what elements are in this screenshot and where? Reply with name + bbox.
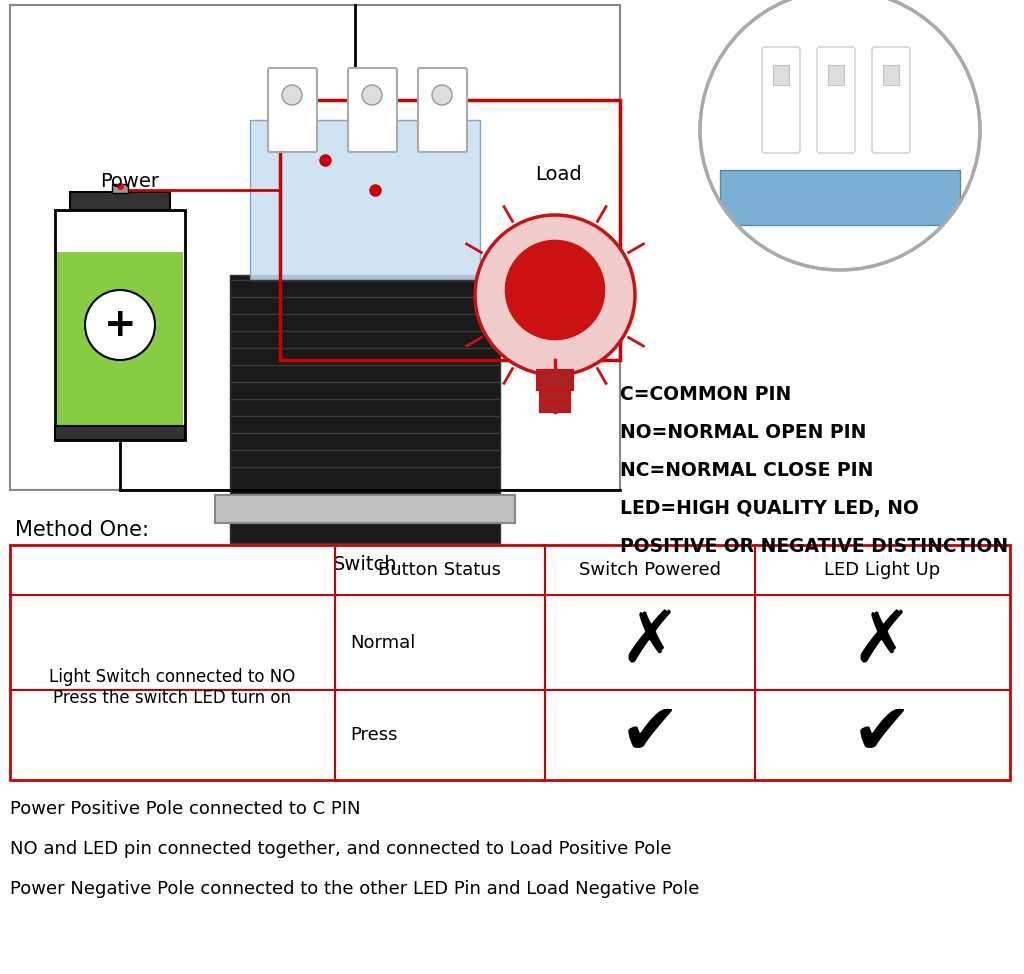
Circle shape	[362, 85, 382, 105]
Text: NO and LED pin connected together, and connected to Load Positive Pole: NO and LED pin connected together, and c…	[10, 840, 672, 858]
Text: +: +	[103, 306, 136, 344]
Circle shape	[506, 241, 604, 340]
FancyBboxPatch shape	[70, 192, 170, 210]
FancyBboxPatch shape	[112, 184, 128, 193]
Text: LED Light Up: LED Light Up	[824, 561, 940, 579]
Circle shape	[282, 85, 302, 105]
FancyBboxPatch shape	[250, 120, 480, 280]
Text: ✔: ✔	[852, 700, 912, 769]
FancyBboxPatch shape	[540, 390, 570, 402]
Text: Press: Press	[350, 726, 397, 744]
Text: C=COMMON PIN: C=COMMON PIN	[620, 385, 792, 404]
Circle shape	[85, 290, 155, 360]
Text: NC=NORMAL CLOSE PIN: NC=NORMAL CLOSE PIN	[620, 461, 873, 480]
Text: POSITIVE OR NEGATIVE DISTINCTION: POSITIVE OR NEGATIVE DISTINCTION	[620, 537, 1008, 556]
FancyBboxPatch shape	[55, 426, 185, 440]
Text: Switch: Switch	[333, 555, 397, 574]
Circle shape	[475, 215, 635, 375]
Text: NO=NORMAL OPEN PIN: NO=NORMAL OPEN PIN	[620, 423, 866, 442]
FancyBboxPatch shape	[418, 68, 467, 152]
Circle shape	[432, 85, 452, 105]
Text: Normal: Normal	[350, 633, 416, 652]
FancyBboxPatch shape	[57, 252, 183, 438]
FancyBboxPatch shape	[540, 402, 570, 412]
FancyBboxPatch shape	[215, 495, 515, 523]
Text: ✔: ✔	[620, 700, 680, 769]
Text: Power Negative Pole connected to the other LED Pin and Load Negative Pole: Power Negative Pole connected to the oth…	[10, 880, 699, 898]
Text: Switch Powered: Switch Powered	[579, 561, 721, 579]
Text: LED=HIGH QUALITY LED, NO: LED=HIGH QUALITY LED, NO	[620, 499, 919, 518]
FancyBboxPatch shape	[348, 68, 397, 152]
FancyBboxPatch shape	[828, 65, 844, 85]
FancyBboxPatch shape	[537, 370, 573, 390]
FancyBboxPatch shape	[230, 275, 500, 495]
Text: Light Switch connected to NO
Press the switch LED turn on: Light Switch connected to NO Press the s…	[49, 668, 295, 707]
FancyBboxPatch shape	[817, 47, 855, 153]
Text: Power: Power	[100, 172, 159, 191]
Text: Power Positive Pole connected to C PIN: Power Positive Pole connected to C PIN	[10, 800, 360, 818]
FancyBboxPatch shape	[883, 65, 899, 85]
Text: Load: Load	[535, 165, 582, 184]
Text: Method One:: Method One:	[15, 520, 150, 540]
Text: Button Status: Button Status	[379, 561, 502, 579]
FancyBboxPatch shape	[268, 68, 317, 152]
FancyBboxPatch shape	[762, 47, 800, 153]
Text: ✗: ✗	[620, 608, 680, 677]
FancyBboxPatch shape	[773, 65, 790, 85]
FancyBboxPatch shape	[872, 47, 910, 153]
FancyBboxPatch shape	[230, 523, 500, 543]
FancyBboxPatch shape	[720, 170, 961, 225]
Text: ✗: ✗	[852, 608, 912, 677]
Circle shape	[700, 0, 980, 270]
